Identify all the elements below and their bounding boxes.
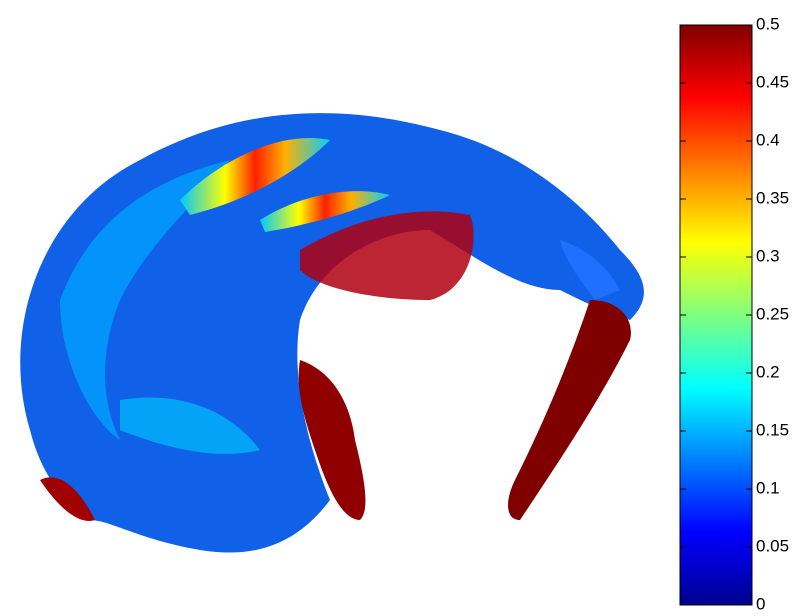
colorbar-tick-label: 0.45 xyxy=(756,72,789,91)
surface-plot xyxy=(20,113,644,552)
colorbar-tick-label: 0 xyxy=(756,594,765,613)
colorbar-tick-label: 0.1 xyxy=(756,478,780,497)
colorbar-tick-label: 0.2 xyxy=(756,362,780,381)
colorbar-tick-label: 0.3 xyxy=(756,246,780,265)
colorbar: 0 0.05 0.1 0.15 0.2 0.25 0.3 0.35 0.4 0.45 0.5 xyxy=(680,14,789,613)
colorbar-tick-label: 0.4 xyxy=(756,130,780,149)
colorbar-tick-label: 0.15 xyxy=(756,420,789,439)
colorbar-tick-label: 0.35 xyxy=(756,188,789,207)
colorbar-tick-label: 0.05 xyxy=(756,536,789,555)
chart: 0 0.05 0.1 0.15 0.2 0.25 0.3 0.35 0.4 0.45 0.5 xyxy=(0,0,807,616)
colorbar-fill xyxy=(680,25,752,605)
colorbar-tick-label: 0.5 xyxy=(756,14,780,33)
colorbar-tick-label: 0.25 xyxy=(756,304,789,323)
